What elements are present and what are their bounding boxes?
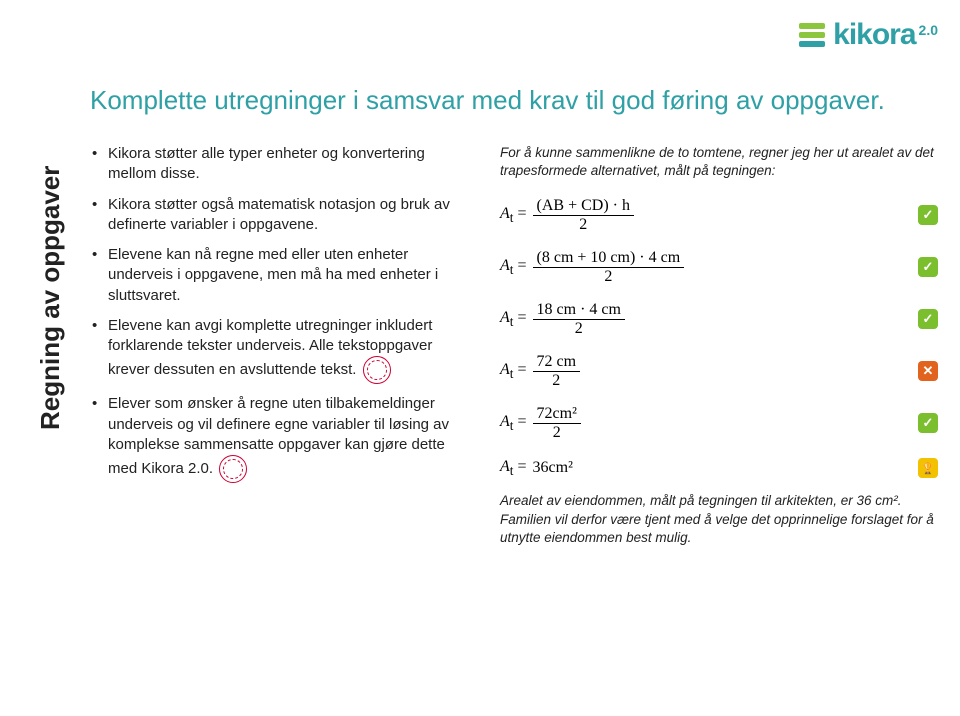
equation-expression: At =72cm²2 — [500, 405, 581, 441]
sidebar-section-label: Regning av oppgaver — [35, 166, 66, 430]
cross-icon: ✕ — [918, 361, 938, 381]
example-conclusion: Arealet av eiendommen, målt på tegningen… — [500, 492, 938, 547]
new-stamp-icon — [363, 356, 391, 384]
equation-row: At = 36cm² 🏆 — [500, 454, 938, 482]
bullet-list-column: Kikora støtter alle typer enheter og kon… — [90, 144, 470, 547]
equation-expression: At =(AB + CD) · h2 — [500, 197, 634, 233]
example-intro: For å kunne sammenlikne de to tomtene, r… — [500, 144, 938, 180]
checkmark-icon: ✓ — [918, 205, 938, 225]
checkmark-icon: ✓ — [918, 413, 938, 433]
bullet-item: Elevene kan nå regne med eller uten enhe… — [90, 245, 470, 306]
new-stamp-icon — [219, 455, 247, 483]
equation-row: At =72cm²2 ✓ — [500, 402, 938, 444]
logo-bars-icon — [799, 23, 825, 47]
checkmark-icon: ✓ — [918, 309, 938, 329]
equation-row: At =(8 cm + 10 cm) · 4 cm2 ✓ — [500, 246, 938, 288]
brand-logo: kikora 2.0 — [799, 18, 938, 52]
equation-expression: At =(8 cm + 10 cm) · 4 cm2 — [500, 249, 684, 285]
logo-text: kikora — [833, 18, 915, 52]
checkmark-icon: ✓ — [918, 257, 938, 277]
equation-expression: At =72 cm2 — [500, 353, 580, 389]
equation-row: At =(AB + CD) · h2 ✓ — [500, 194, 938, 236]
trophy-icon: 🏆 — [918, 458, 938, 478]
equation-row: At =72 cm2 ✕ — [500, 350, 938, 392]
equation-expression: At =18 cm · 4 cm2 — [500, 301, 625, 337]
equation-list: At =(AB + CD) · h2✓At =(8 cm + 10 cm) · … — [500, 194, 938, 482]
bullet-item: Elever som ønsker å regne uten tilbakeme… — [90, 394, 470, 483]
bullet-item: Kikora støtter alle typer enheter og kon… — [90, 144, 470, 185]
bullet-item: Kikora støtter også matematisk notasjon … — [90, 195, 470, 236]
bullet-item: Elevene kan avgi komplette utregninger i… — [90, 316, 470, 385]
equation-expression: At = 36cm² — [500, 458, 573, 479]
example-column: For å kunne sammenlikne de to tomtene, r… — [500, 144, 938, 547]
page-title: Komplette utregninger i samsvar med krav… — [90, 85, 938, 116]
equation-row: At =18 cm · 4 cm2 ✓ — [500, 298, 938, 340]
logo-version: 2.0 — [919, 22, 938, 38]
